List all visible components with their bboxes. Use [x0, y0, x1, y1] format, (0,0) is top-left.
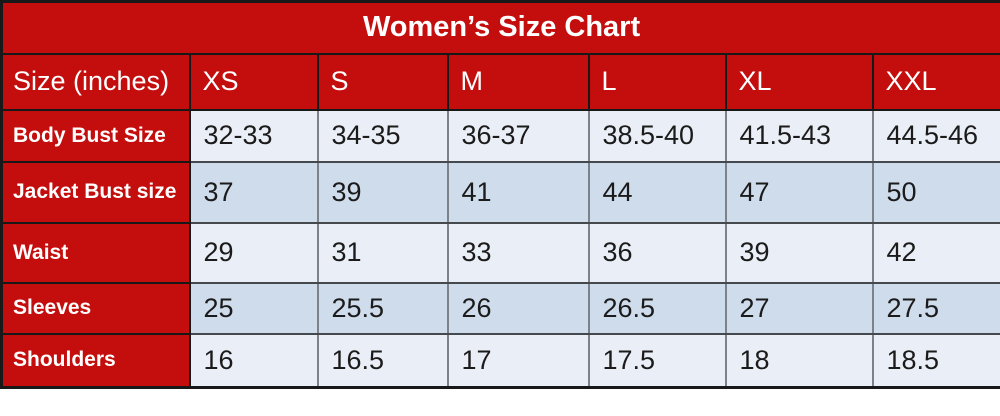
data-cell: 32-33 — [188, 108, 319, 163]
data-cell: 44.5-46 — [871, 108, 1000, 163]
data-cell: 29 — [188, 221, 319, 284]
table-row-jacket-bust-size: Jacket Bust size 37 39 41 44 47 50 — [0, 160, 1000, 224]
data-cell: 41.5-43 — [724, 108, 874, 163]
column-header-xxl: XXL — [871, 52, 1000, 111]
table-row-body-bust-size: Body Bust Size 32-33 34-35 36-37 38.5-40… — [0, 108, 1000, 163]
chart-title: Women’s Size Chart — [0, 0, 1000, 55]
data-cell: 33 — [446, 221, 590, 284]
data-cell: 39 — [724, 221, 874, 284]
header-row: Size (inches) XS S M L XL XXL — [0, 52, 1000, 111]
column-header-size-inches: Size (inches) — [0, 52, 191, 111]
row-label-jacket-bust-size: Jacket Bust size — [0, 160, 191, 224]
row-label-waist: Waist — [0, 221, 191, 284]
data-cell: 31 — [316, 221, 449, 284]
data-cell: 41 — [446, 160, 590, 224]
data-cell: 26 — [446, 281, 590, 335]
data-cell: 25 — [188, 281, 319, 335]
data-cell: 47 — [724, 160, 874, 224]
data-cell: 37 — [188, 160, 319, 224]
table-row-waist: Waist 29 31 33 36 39 42 — [0, 221, 1000, 284]
data-cell: 34-35 — [316, 108, 449, 163]
table-row-sleeves: Sleeves 25 25.5 26 26.5 27 27.5 — [0, 281, 1000, 335]
column-header-xl: XL — [724, 52, 874, 111]
data-cell: 50 — [871, 160, 1000, 224]
title-row: Women’s Size Chart — [0, 0, 1000, 55]
data-cell: 16.5 — [316, 332, 449, 389]
data-cell: 44 — [587, 160, 727, 224]
data-cell: 39 — [316, 160, 449, 224]
row-label-body-bust-size: Body Bust Size — [0, 108, 191, 163]
column-header-xs: XS — [188, 52, 319, 111]
data-cell: 27 — [724, 281, 874, 335]
data-cell: 16 — [188, 332, 319, 389]
data-cell: 36 — [587, 221, 727, 284]
table-row-shoulders: Shoulders 16 16.5 17 17.5 18 18.5 — [0, 332, 1000, 389]
column-header-s: S — [316, 52, 449, 111]
size-chart-table: Women’s Size Chart Size (inches) XS S M … — [0, 0, 1000, 389]
column-header-m: M — [446, 52, 590, 111]
data-cell: 26.5 — [587, 281, 727, 335]
data-cell: 36-37 — [446, 108, 590, 163]
data-cell: 17.5 — [587, 332, 727, 389]
data-cell: 27.5 — [871, 281, 1000, 335]
data-cell: 18.5 — [871, 332, 1000, 389]
column-header-l: L — [587, 52, 727, 111]
data-cell: 18 — [724, 332, 874, 389]
data-cell: 42 — [871, 221, 1000, 284]
data-cell: 25.5 — [316, 281, 449, 335]
data-cell: 38.5-40 — [587, 108, 727, 163]
data-cell: 17 — [446, 332, 590, 389]
row-label-sleeves: Sleeves — [0, 281, 191, 335]
row-label-shoulders: Shoulders — [0, 332, 191, 389]
